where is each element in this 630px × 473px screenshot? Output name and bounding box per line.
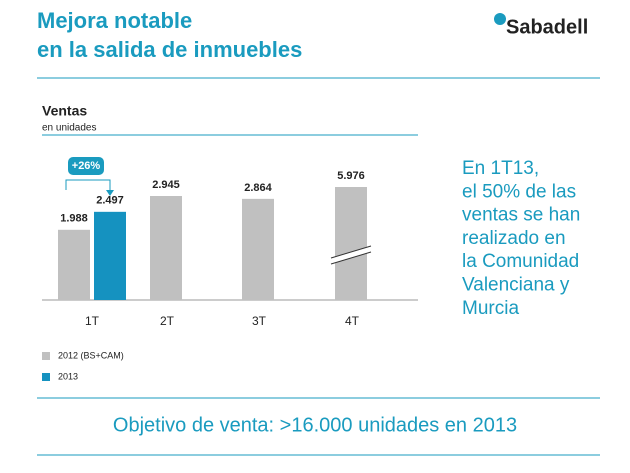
chart-subtitle: en unidades [42,123,97,134]
x-tick-label: 3T [252,314,267,328]
note-line: la Comunidad [462,251,579,272]
legend-swatch [42,373,50,381]
legend-label: 2013 [58,371,78,381]
bar [242,198,274,300]
annotation-box [68,157,104,175]
annotation-bracket [65,179,111,192]
title-line: en la salida de inmuebles [37,37,302,62]
axis-break-line [330,251,372,265]
value-label: 5.976 [337,170,365,182]
value-label: 2.945 [152,179,180,191]
chart-title: Ventas [42,103,87,119]
note-line: Valenciana y [462,275,570,296]
value-label: 2.497 [96,195,124,207]
bar [150,196,182,300]
bar [94,211,126,300]
legend-label: 2012 (BS+CAM) [58,350,124,360]
x-tick-label: 2T [160,314,175,328]
bar [335,187,367,300]
title-line: Mejora notable [37,8,192,33]
annotation: +26% [72,160,101,172]
note-line: el 50% de las [462,181,576,202]
value-label: 2.864 [244,182,272,194]
note-line: En 1T13, [462,158,539,179]
axis-break-line [330,245,372,259]
note-line: ventas se han [462,205,580,226]
logo-icon [494,13,506,25]
logo: Sabadell [506,16,588,38]
x-tick-label: 1T [85,314,100,328]
bar [58,229,90,300]
value-label: 1.988 [60,213,88,225]
note-line: Murcia [462,298,519,319]
annotation-arrow [106,190,114,196]
axis-break [331,246,371,264]
legend-swatch [42,352,50,360]
footer: Objetivo de venta: >16.000 unidades en 2… [113,414,517,436]
x-tick-label: 4T [345,314,360,328]
note-line: realizado en [462,228,566,249]
